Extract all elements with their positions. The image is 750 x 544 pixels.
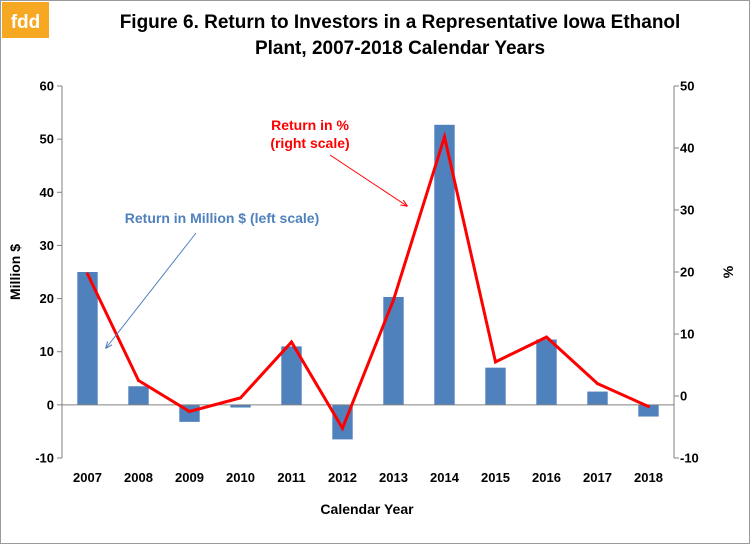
fdd-logo-text: fdd	[11, 12, 41, 33]
y-left-tick-label: 0	[47, 397, 54, 412]
line-point-2016	[545, 335, 548, 339]
x-tick-label-2009: 2009	[175, 470, 204, 485]
bar-2014	[434, 124, 455, 405]
y-left-tick-label: 20	[40, 291, 54, 306]
line-point-2008	[137, 379, 140, 382]
x-tick-label-2014: 2014	[430, 470, 460, 485]
x-axis-label: Calendar Year	[320, 501, 414, 517]
line-point-2012	[341, 426, 344, 430]
bar-2015	[485, 367, 506, 405]
y-ticks-right: -10 0 10 20 30 40 50	[674, 79, 699, 466]
line-point-2014	[443, 135, 446, 139]
line-point-2017	[596, 382, 599, 386]
line-point-2007	[86, 272, 89, 276]
bar-2018	[638, 404, 659, 417]
x-tick-label-2007: 2007	[73, 470, 102, 485]
bar-series-annotation: Return in Million $ (left scale)	[125, 210, 319, 226]
y-right-tick-label: 0	[680, 389, 687, 404]
y-right-tick-label: 30	[680, 203, 694, 218]
y-right-tick-label: -10	[680, 451, 699, 466]
y-left-tick-label: 30	[40, 238, 54, 253]
y-right-tick-label: 10	[680, 327, 694, 342]
return-percent-line	[86, 131, 650, 432]
y-ticks-left: -10 0 10 20 30 40 50 60	[35, 79, 62, 466]
bar-2011	[281, 346, 302, 405]
x-ticks: 2007 2008 2009 2010 2011 2012 2013 2014 2015 2016…	[73, 470, 663, 485]
line-point-2009	[188, 410, 191, 413]
bar-2013	[383, 296, 404, 405]
x-tick-label-2012: 2012	[328, 470, 357, 485]
y-left-tick-label: 40	[40, 185, 54, 200]
y-right-tick-label: 50	[680, 79, 694, 94]
bar-2007	[77, 272, 98, 405]
x-tick-label-2015: 2015	[481, 470, 510, 485]
line-series-annotation-2: (right scale)	[270, 135, 349, 151]
x-tick-label-2008: 2008	[124, 470, 153, 485]
line-point-2015	[494, 360, 497, 364]
axes	[61, 86, 675, 458]
line-point-2010	[239, 396, 242, 400]
x-tick-label-2017: 2017	[583, 470, 612, 485]
line-series-annotation-1: Return in %	[271, 117, 349, 133]
y-left-tick-label: 10	[40, 344, 54, 359]
bar-annotation-arrow	[106, 232, 197, 348]
chart-title-line1: Figure 6. Return to Investors in a Repre…	[120, 12, 681, 33]
bar-2017	[587, 391, 608, 405]
y-left-tick-label: 60	[40, 79, 54, 94]
x-tick-label-2013: 2013	[379, 470, 408, 485]
line-point-2013	[392, 298, 395, 302]
y-right-tick-label: 20	[680, 265, 694, 280]
bar-series	[77, 124, 659, 440]
line-annotation-arrow	[329, 154, 407, 206]
y-left-tick-label: 50	[40, 132, 54, 147]
x-tick-label-2016: 2016	[532, 470, 561, 485]
x-tick-label-2011: 2011	[277, 470, 305, 485]
line-point-2011	[290, 340, 293, 344]
fdd-logo	[2, 2, 49, 38]
y-left-tick-label: -10	[35, 451, 54, 466]
bar-2016	[536, 339, 557, 405]
bar-2008	[128, 386, 149, 405]
y-right-tick-label: 40	[680, 141, 694, 156]
x-tick-label-2010: 2010	[226, 470, 255, 485]
line-series	[86, 131, 650, 432]
chart-title-line2: Plant, 2007-2018 Calendar Years	[255, 38, 545, 59]
line-point-2018	[647, 405, 650, 409]
y-axis-left-label: Million $	[7, 244, 23, 300]
bar-2010	[230, 404, 251, 408]
y-axis-right-label: %	[720, 265, 736, 278]
x-tick-label-2018: 2018	[634, 470, 663, 485]
